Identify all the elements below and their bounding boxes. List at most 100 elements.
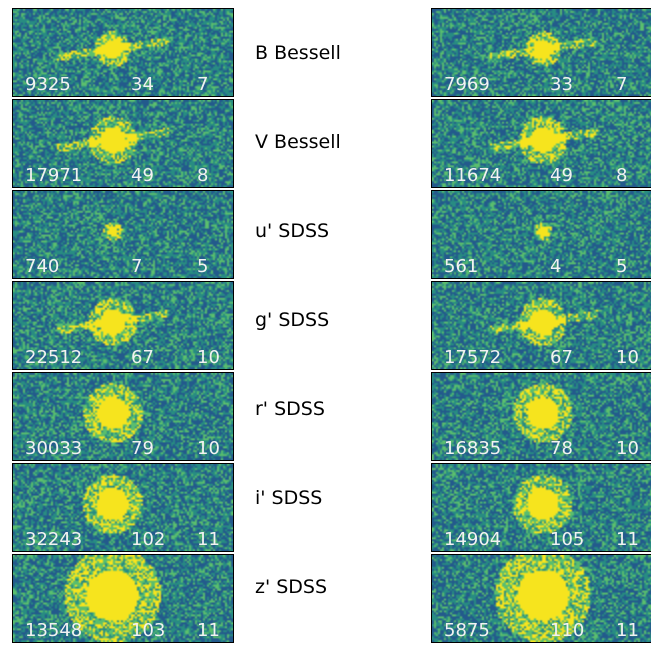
panel-values: 22512 67 10	[13, 347, 233, 368]
panel-value-2: 49	[550, 165, 573, 186]
axis-tick	[431, 282, 432, 283]
galaxy-image	[13, 555, 233, 642]
axis-tick	[431, 555, 432, 556]
galaxy-image	[13, 282, 233, 369]
panel-value-3: 5	[197, 256, 209, 277]
panel-value-1: 22512	[25, 347, 83, 368]
panel-value-3: 11	[616, 620, 639, 641]
panel-values: 32243 102 11	[13, 529, 233, 550]
image-panel-right-5: 14904 105 11	[431, 463, 651, 552]
panel-values: 9325 34 7	[13, 74, 233, 95]
filter-label: g' SDSS	[255, 308, 330, 331]
galaxy-image	[432, 191, 651, 278]
axis-tick	[12, 555, 13, 556]
panel-value-1: 17572	[444, 347, 502, 368]
image-panel-right-3: 17572 67 10	[431, 281, 651, 370]
left-image-column: 9325 34 7 17971 49 8 740 7 5 22512 67 10 30033 79 10 32…	[12, 8, 234, 645]
panel-value-1: 17971	[25, 165, 83, 186]
panel-value-3: 11	[197, 529, 220, 550]
panel-value-2: 34	[131, 74, 154, 95]
galaxy-image	[13, 191, 233, 278]
image-panel-right-0: 7969 33 7	[431, 8, 651, 97]
panel-value-1: 561	[444, 256, 479, 277]
galaxy-image	[13, 9, 233, 96]
panel-values: 16835 78 10	[432, 438, 651, 459]
panel-values: 14904 105 11	[432, 529, 651, 550]
image-panel-left-4: 30033 79 10	[12, 372, 234, 461]
panel-value-1: 11674	[444, 165, 502, 186]
galaxy-image	[432, 282, 651, 369]
axis-tick	[12, 282, 13, 283]
image-panel-right-4: 16835 78 10	[431, 372, 651, 461]
galaxy-image	[13, 373, 233, 460]
image-panel-left-5: 32243 102 11	[12, 463, 234, 552]
filter-label: B Bessell	[255, 41, 341, 64]
panel-value-2: 49	[131, 165, 154, 186]
image-panel-left-0: 9325 34 7	[12, 8, 234, 97]
galaxy-image	[432, 464, 651, 551]
panel-value-1: 14904	[444, 529, 502, 550]
galaxy-image	[432, 100, 651, 187]
image-panel-left-3: 22512 67 10	[12, 281, 234, 370]
panel-value-1: 740	[25, 256, 60, 277]
panel-value-3: 8	[197, 165, 209, 186]
panel-value-1: 13548	[25, 620, 83, 641]
panel-values: 11674 49 8	[432, 165, 651, 186]
panel-value-2: 103	[131, 620, 166, 641]
galaxy-image	[432, 555, 651, 642]
panel-value-2: 33	[550, 74, 573, 95]
right-image-column: 7969 33 7 11674 49 8 561 4 5 17572 67 10 16835 78 10 14…	[431, 8, 651, 645]
axis-tick	[431, 9, 432, 10]
panel-value-1: 5875	[444, 620, 490, 641]
panel-value-3: 7	[197, 74, 209, 95]
panel-value-2: 4	[550, 256, 562, 277]
image-panel-right-1: 11674 49 8	[431, 99, 651, 188]
panel-value-3: 11	[197, 620, 220, 641]
filter-label: i' SDSS	[255, 486, 323, 509]
galaxy-image	[432, 373, 651, 460]
image-panel-right-2: 561 4 5	[431, 190, 651, 279]
filter-label: r' SDSS	[255, 397, 325, 420]
panel-value-2: 7	[131, 256, 143, 277]
panel-value-2: 102	[131, 529, 166, 550]
panel-values: 17572 67 10	[432, 347, 651, 368]
panel-value-3: 5	[616, 256, 628, 277]
image-panel-left-2: 740 7 5	[12, 190, 234, 279]
panel-value-1: 16835	[444, 438, 502, 459]
panel-values: 740 7 5	[13, 256, 233, 277]
panel-value-3: 10	[197, 438, 220, 459]
panel-values: 5875 110 11	[432, 620, 651, 641]
axis-tick	[12, 464, 13, 465]
panel-values: 561 4 5	[432, 256, 651, 277]
filter-label-column: B Bessell V Bessell u' SDSS g' SDSS r' SDSS i…	[255, 8, 425, 631]
panel-value-1: 32243	[25, 529, 83, 550]
axis-tick	[12, 9, 13, 10]
filter-label: u' SDSS	[255, 219, 330, 242]
panel-value-1: 30033	[25, 438, 83, 459]
axis-tick	[12, 373, 13, 374]
panel-values: 7969 33 7	[432, 74, 651, 95]
panel-value-3: 11	[616, 529, 639, 550]
panel-value-2: 79	[131, 438, 154, 459]
panel-value-2: 67	[550, 347, 573, 368]
panel-values: 13548 103 11	[13, 620, 233, 641]
axis-tick	[431, 100, 432, 101]
galaxy-image	[432, 9, 651, 96]
panel-value-1: 9325	[25, 74, 71, 95]
galaxy-image	[13, 100, 233, 187]
panel-value-2: 105	[550, 529, 585, 550]
image-panel-left-1: 17971 49 8	[12, 99, 234, 188]
galaxy-image	[13, 464, 233, 551]
panel-value-3: 8	[616, 165, 628, 186]
panel-value-2: 78	[550, 438, 573, 459]
axis-tick	[12, 191, 13, 192]
axis-tick	[431, 191, 432, 192]
panel-value-3: 10	[197, 347, 220, 368]
panel-values: 30033 79 10	[13, 438, 233, 459]
filter-label: V Bessell	[255, 130, 341, 153]
panel-value-2: 67	[131, 347, 154, 368]
image-panel-right-6: 5875 110 11	[431, 554, 651, 643]
image-panel-left-6: 13548 103 11	[12, 554, 234, 643]
panel-value-3: 10	[616, 438, 639, 459]
axis-tick	[431, 464, 432, 465]
